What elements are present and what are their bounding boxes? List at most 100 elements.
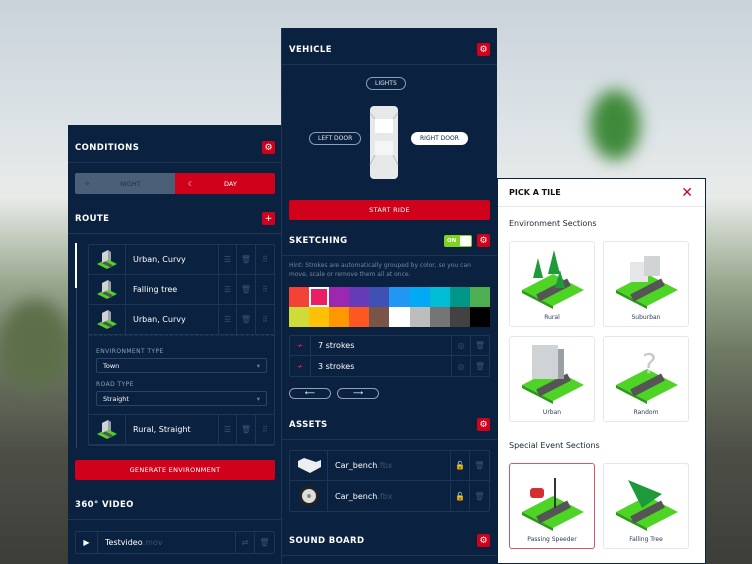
route-item[interactable]: Falling tree ☰ 🗑 ⠿ <box>89 275 274 305</box>
road-type-select[interactable]: Straight ▾ <box>96 391 267 406</box>
lights-button[interactable]: LIGHTS <box>366 77 406 90</box>
color-swatch[interactable] <box>369 287 390 308</box>
route-timeline-progress[interactable] <box>75 243 77 288</box>
close-icon[interactable]: ✕ <box>681 184 693 201</box>
tile-thumbnail <box>97 309 117 329</box>
color-swatch[interactable] <box>329 307 350 328</box>
adjust-icon[interactable]: ☰ <box>219 245 237 274</box>
tile-passing-speeder[interactable]: Passing Speeder <box>509 463 595 549</box>
car-top-view-icon <box>369 106 399 179</box>
sketching-hint: Hint: Strokes are automatically grouped … <box>289 262 471 278</box>
env-type-select[interactable]: Town ▾ <box>96 358 267 373</box>
sketching-toggle[interactable]: ON <box>444 234 472 247</box>
trash-icon[interactable]: 🗑 <box>474 491 485 501</box>
color-swatch[interactable] <box>409 307 430 328</box>
route-item[interactable]: Rural, Straight ☰ 🗑 ⠿ <box>89 415 274 445</box>
asset-name: Car_bench <box>335 461 378 471</box>
middle-panel: VEHICLE ⚙ LIGHTS LEFT DOOR RIGHT DOOR ST… <box>281 28 497 564</box>
trash-icon[interactable]: 🗑 <box>237 305 256 334</box>
adjust-icon[interactable]: ☰ <box>219 275 237 304</box>
color-swatch[interactable] <box>309 307 330 328</box>
color-swatch[interactable] <box>389 287 410 308</box>
moon-icon: ☾ <box>188 179 194 188</box>
color-swatch[interactable] <box>349 307 370 328</box>
tile-suburban[interactable]: Suburban <box>603 241 689 327</box>
color-swatch[interactable] <box>289 287 310 308</box>
start-ride-button[interactable]: START RIDE <box>289 200 490 220</box>
lock-icon[interactable]: 🔓 <box>451 451 470 481</box>
trash-icon[interactable]: 🗑 <box>474 341 486 351</box>
hide-eye-icon[interactable]: ◎ <box>452 336 471 356</box>
adjust-icon[interactable]: ☰ <box>219 415 237 444</box>
road-type-label: ROAD TYPE <box>96 381 134 388</box>
loop-icon[interactable]: ⇄ <box>236 532 255 553</box>
play-icon[interactable]: ▶ <box>76 532 98 553</box>
color-swatch[interactable] <box>449 307 470 328</box>
stroke-group-row[interactable]: ≁ 3 strokes ◎ 🗑 <box>290 356 489 377</box>
settings-gear-icon[interactable]: ⚙ <box>477 534 490 548</box>
route-list: Urban, Curvy ☰ 🗑 ⠿ Falling tree ☰ 🗑 ⠿ Ur… <box>88 244 275 446</box>
color-swatch[interactable] <box>429 307 450 328</box>
adjust-icon[interactable]: ☰ <box>219 305 237 334</box>
color-swatch[interactable] <box>469 287 490 308</box>
settings-gear-icon[interactable]: ⚙ <box>477 43 490 56</box>
color-swatch[interactable] <box>329 287 350 308</box>
right-door-button[interactable]: RIGHT DOOR <box>411 132 468 145</box>
night-option[interactable]: ☼ NIGHT <box>75 173 175 194</box>
background-foliage <box>0 300 70 390</box>
sketching-title: SKETCHING <box>289 235 348 246</box>
trash-icon[interactable]: 🗑 <box>474 361 486 371</box>
tile-label: Rural <box>544 314 560 321</box>
video-title: 360° VIDEO <box>75 499 134 510</box>
color-swatch[interactable] <box>429 287 450 308</box>
stroke-group-row[interactable]: ≁ 7 strokes ◎ 🗑 <box>290 336 489 357</box>
settings-gear-icon[interactable]: ⚙ <box>477 234 490 247</box>
settings-gear-icon[interactable]: ⚙ <box>477 418 490 432</box>
route-item[interactable]: Urban, Curvy ☰ 🗑 ⠿ <box>89 305 274 335</box>
tile-falling-tree[interactable]: Falling Tree <box>603 463 689 549</box>
route-item-label: Urban, Curvy <box>126 305 219 334</box>
color-swatch[interactable] <box>349 287 370 308</box>
color-swatch[interactable] <box>389 307 410 328</box>
lock-icon[interactable]: 🔓 <box>451 481 470 512</box>
redo-button[interactable]: ⟶ <box>337 388 379 400</box>
left-door-button[interactable]: LEFT DOOR <box>309 132 362 145</box>
drag-handle-icon[interactable]: ⠿ <box>262 255 268 264</box>
night-day-toggle[interactable]: ☼ NIGHT ☾ DAY <box>75 173 275 194</box>
generate-environment-button[interactable]: GENERATE ENVIRONMENT <box>75 460 275 480</box>
tile-urban[interactable]: Urban <box>509 336 595 422</box>
tile-random[interactable]: ? Random <box>603 336 689 422</box>
tile-thumbnail <box>97 249 117 269</box>
hide-eye-icon[interactable]: ◎ <box>452 356 471 377</box>
trash-icon[interactable]: 🗑 <box>474 461 485 471</box>
color-swatch[interactable] <box>409 287 430 308</box>
color-swatch[interactable] <box>449 287 470 308</box>
color-swatch[interactable] <box>309 287 330 308</box>
color-swatch[interactable] <box>469 307 490 328</box>
drag-handle-icon[interactable]: ⠿ <box>262 285 268 294</box>
color-swatch[interactable] <box>289 307 310 328</box>
trash-icon[interactable]: 🗑 <box>237 275 256 304</box>
trash-icon[interactable]: 🗑 <box>237 245 256 274</box>
asset-row[interactable]: Car_bench .fbx 🔓 🗑 <box>290 481 489 512</box>
trash-icon[interactable]: 🗑 <box>259 538 270 547</box>
route-item-label: Rural, Straight <box>126 415 219 444</box>
vehicle-diagram: LIGHTS LEFT DOOR RIGHT DOOR <box>282 65 497 200</box>
asset-row[interactable]: Car_bench .fbx 🔓 🗑 <box>290 451 489 482</box>
color-swatch[interactable] <box>369 307 390 328</box>
tile-rural[interactable]: Rural <box>509 241 595 327</box>
drag-handle-icon[interactable]: ⠿ <box>262 315 268 324</box>
drag-handle-icon[interactable]: ⠿ <box>262 425 268 434</box>
vehicle-title: VEHICLE <box>289 44 332 55</box>
background-tree <box>590 90 640 160</box>
add-route-plus-icon[interactable]: + <box>262 212 275 225</box>
tile-thumbnail <box>97 279 117 299</box>
route-item[interactable]: Urban, Curvy ☰ 🗑 ⠿ <box>89 245 274 275</box>
settings-gear-icon[interactable]: ⚙ <box>262 141 275 154</box>
trash-icon[interactable]: 🗑 <box>237 415 256 444</box>
tile-illustration <box>616 256 678 309</box>
conditions-title: CONDITIONS <box>75 142 140 153</box>
undo-button[interactable]: ⟵ <box>289 388 331 400</box>
day-option[interactable]: ☾ DAY <box>175 173 275 194</box>
env-sections-title: Environment Sections <box>509 219 597 228</box>
